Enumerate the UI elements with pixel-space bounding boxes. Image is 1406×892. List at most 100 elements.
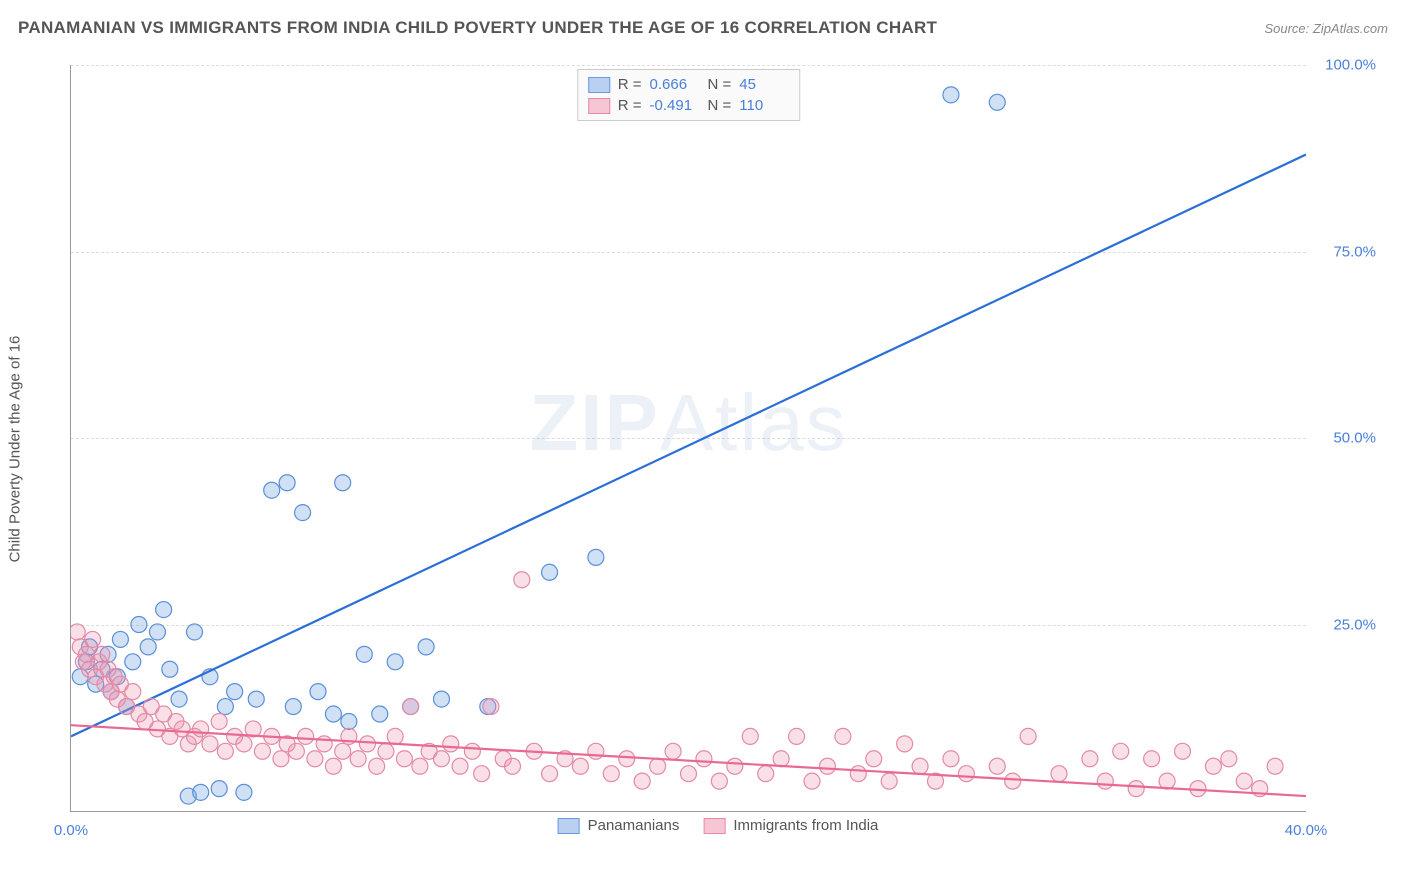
scatter-point-panamanians xyxy=(187,624,203,640)
scatter-point-immigrants_from_india xyxy=(288,743,304,759)
y-tick-label: 100.0% xyxy=(1316,57,1376,74)
scatter-point-immigrants_from_india xyxy=(819,758,835,774)
scatter-point-immigrants_from_india xyxy=(773,751,789,767)
r-label: R = xyxy=(618,97,642,114)
scatter-point-immigrants_from_india xyxy=(603,766,619,782)
scatter-point-immigrants_from_india xyxy=(505,758,521,774)
scatter-point-panamanians xyxy=(171,691,187,707)
scatter-point-immigrants_from_india xyxy=(881,773,897,789)
scatter-point-immigrants_from_india xyxy=(217,743,233,759)
scatter-point-immigrants_from_india xyxy=(650,758,666,774)
scatter-point-panamanians xyxy=(387,654,403,670)
y-axis-label: Child Poverty Under the Age of 16 xyxy=(7,335,24,562)
legend-swatch-blue xyxy=(558,818,580,834)
scatter-point-immigrants_from_india xyxy=(193,721,209,737)
scatter-point-immigrants_from_india xyxy=(452,758,468,774)
scatter-point-immigrants_from_india xyxy=(989,758,1005,774)
n-value-2: 110 xyxy=(739,97,789,114)
scatter-point-panamanians xyxy=(295,505,311,521)
scatter-point-immigrants_from_india xyxy=(307,751,323,767)
scatter-point-immigrants_from_india xyxy=(325,758,341,774)
scatter-point-immigrants_from_india xyxy=(71,624,85,640)
chart-header: PANAMANIAN VS IMMIGRANTS FROM INDIA CHIL… xyxy=(18,18,1388,38)
scatter-point-immigrants_from_india xyxy=(514,572,530,588)
scatter-point-immigrants_from_india xyxy=(350,751,366,767)
scatter-point-immigrants_from_india xyxy=(619,751,635,767)
scatter-point-immigrants_from_india xyxy=(378,743,394,759)
n-value-1: 45 xyxy=(739,76,789,93)
scatter-point-immigrants_from_india xyxy=(1005,773,1021,789)
scatter-point-panamanians xyxy=(372,706,388,722)
scatter-point-immigrants_from_india xyxy=(1097,773,1113,789)
scatter-point-panamanians xyxy=(335,475,351,491)
scatter-point-immigrants_from_india xyxy=(1113,743,1129,759)
scatter-point-immigrants_from_india xyxy=(1175,743,1191,759)
scatter-point-immigrants_from_india xyxy=(1267,758,1283,774)
scatter-point-panamanians xyxy=(310,684,326,700)
y-tick-label: 25.0% xyxy=(1316,616,1376,633)
scatter-point-immigrants_from_india xyxy=(958,766,974,782)
scatter-point-immigrants_from_india xyxy=(742,728,758,744)
scatter-point-panamanians xyxy=(217,699,233,715)
scatter-point-immigrants_from_india xyxy=(758,766,774,782)
scatter-point-immigrants_from_india xyxy=(789,728,805,744)
scatter-point-immigrants_from_india xyxy=(912,758,928,774)
scatter-point-immigrants_from_india xyxy=(727,758,743,774)
scatter-point-panamanians xyxy=(162,661,178,677)
r-label: R = xyxy=(618,76,642,93)
n-label: N = xyxy=(708,76,732,93)
scatter-point-immigrants_from_india xyxy=(588,743,604,759)
scatter-point-immigrants_from_india xyxy=(298,728,314,744)
r-value-2: -0.491 xyxy=(650,97,700,114)
scatter-point-immigrants_from_india xyxy=(369,758,385,774)
scatter-point-immigrants_from_india xyxy=(211,713,227,729)
source-prefix: Source: xyxy=(1264,21,1312,36)
scatter-point-panamanians xyxy=(227,684,243,700)
scatter-point-panamanians xyxy=(434,691,450,707)
scatter-point-immigrants_from_india xyxy=(1221,751,1237,767)
scatter-point-immigrants_from_india xyxy=(850,766,866,782)
y-tick-label: 75.0% xyxy=(1316,243,1376,260)
n-label: N = xyxy=(708,97,732,114)
scatter-point-immigrants_from_india xyxy=(1082,751,1098,767)
legend-swatch-blue xyxy=(588,77,610,93)
scatter-point-immigrants_from_india xyxy=(483,699,499,715)
scatter-point-panamanians xyxy=(285,699,301,715)
scatter-point-panamanians xyxy=(418,639,434,655)
scatter-point-immigrants_from_india xyxy=(681,766,697,782)
scatter-point-immigrants_from_india xyxy=(443,736,459,752)
scatter-point-panamanians xyxy=(112,631,128,647)
legend-stats-box: R = 0.666 N = 45 R = -0.491 N = 110 xyxy=(577,69,801,121)
scatter-point-panamanians xyxy=(264,482,280,498)
trend-line-panamanians xyxy=(71,155,1306,737)
legend-stats-row-1: R = 0.666 N = 45 xyxy=(588,74,790,95)
scatter-point-immigrants_from_india xyxy=(403,699,419,715)
scatter-point-immigrants_from_india xyxy=(835,728,851,744)
x-tick-label: 0.0% xyxy=(54,822,88,839)
scatter-point-immigrants_from_india xyxy=(273,751,289,767)
scatter-point-immigrants_from_india xyxy=(542,766,558,782)
scatter-point-immigrants_from_india xyxy=(804,773,820,789)
scatter-point-immigrants_from_india xyxy=(1051,766,1067,782)
scatter-point-panamanians xyxy=(125,654,141,670)
chart-title: PANAMANIAN VS IMMIGRANTS FROM INDIA CHIL… xyxy=(18,18,937,38)
scatter-point-immigrants_from_india xyxy=(236,736,252,752)
scatter-point-panamanians xyxy=(279,475,295,491)
source-attribution: Source: ZipAtlas.com xyxy=(1264,21,1388,36)
scatter-point-immigrants_from_india xyxy=(1128,781,1144,797)
scatter-point-immigrants_from_india xyxy=(711,773,727,789)
source-name: ZipAtlas.com xyxy=(1313,21,1388,36)
scatter-point-immigrants_from_india xyxy=(665,743,681,759)
chart-container: Child Poverty Under the Age of 16 ZIPAtl… xyxy=(50,55,1386,842)
legend-swatch-pink xyxy=(703,818,725,834)
scatter-point-panamanians xyxy=(149,624,165,640)
scatter-point-immigrants_from_india xyxy=(572,758,588,774)
scatter-point-immigrants_from_india xyxy=(696,751,712,767)
legend-item-panamanians: Panamanians xyxy=(558,817,680,834)
scatter-point-immigrants_from_india xyxy=(316,736,332,752)
scatter-point-panamanians xyxy=(943,87,959,103)
x-tick-label: 40.0% xyxy=(1285,822,1328,839)
scatter-point-immigrants_from_india xyxy=(396,751,412,767)
trend-line-immigrants_from_india xyxy=(71,725,1306,796)
scatter-point-immigrants_from_india xyxy=(85,631,101,647)
